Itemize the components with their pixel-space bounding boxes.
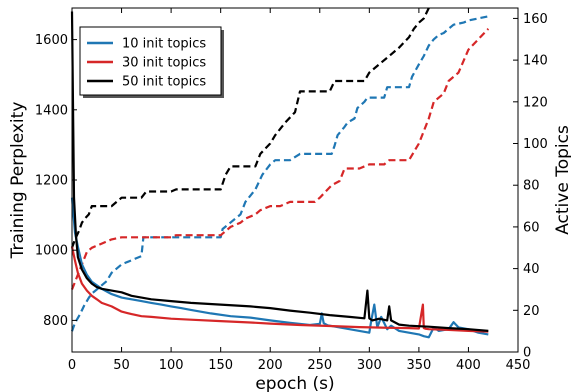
y2-tick-label-0: 0: [523, 346, 531, 361]
legend-label-0: 10 init topics: [122, 37, 206, 52]
x-tick-label-7: 350: [406, 358, 431, 373]
series-lines: [70, 7, 490, 339]
y2-tick-label-2: 40: [523, 262, 540, 277]
series-line-1: [70, 246, 489, 333]
y2-tick-label-3: 60: [523, 220, 540, 235]
y-axis-label-right: Active Topics: [553, 125, 571, 235]
legend-label-1: 30 init topics: [122, 56, 206, 71]
x-tick-label-9: 450: [506, 358, 531, 373]
series-line-3: [70, 15, 489, 332]
x-tick-label-1: 50: [113, 358, 130, 373]
x-tick-label-4: 200: [258, 358, 283, 373]
axis-ticks: 0 50 100 150 200 250 300 350 400 4508001000120014…: [35, 8, 548, 373]
y-tick-label-2: 1200: [35, 174, 68, 189]
x-tick-label-0: 0: [68, 358, 76, 373]
x-tick-label-5: 250: [307, 358, 332, 373]
y2-tick-label-4: 80: [523, 179, 540, 194]
y2-tick-label-6: 120: [523, 95, 548, 110]
y2-tick-label-7: 140: [523, 54, 548, 69]
x-tick-label-2: 100: [159, 358, 184, 373]
y-tick-label-3: 1400: [35, 103, 68, 118]
series-line-2: [70, 11, 489, 332]
y-tick-label-1: 1000: [35, 244, 68, 259]
y-tick-label-0: 800: [43, 314, 68, 329]
x-axis-label: epoch (s): [255, 374, 334, 392]
y2-tick-label-5: 100: [523, 137, 548, 152]
legend-label-2: 50 init topics: [122, 75, 206, 90]
y2-tick-label-1: 20: [523, 304, 540, 319]
legend: 10 init topics 30 init topics 50 init topi…: [79, 26, 224, 98]
x-tick-label-6: 300: [357, 358, 382, 373]
y-axis-label-left: Training Perplexity: [8, 102, 28, 260]
series-line-5: [70, 7, 430, 249]
y-tick-label-4: 1600: [35, 33, 68, 48]
x-tick-label-3: 150: [208, 358, 233, 373]
series-line-0: [70, 197, 489, 339]
x-tick-label-8: 400: [456, 358, 481, 373]
series-line-4: [70, 28, 490, 290]
y2-tick-label-8: 160: [523, 12, 548, 27]
